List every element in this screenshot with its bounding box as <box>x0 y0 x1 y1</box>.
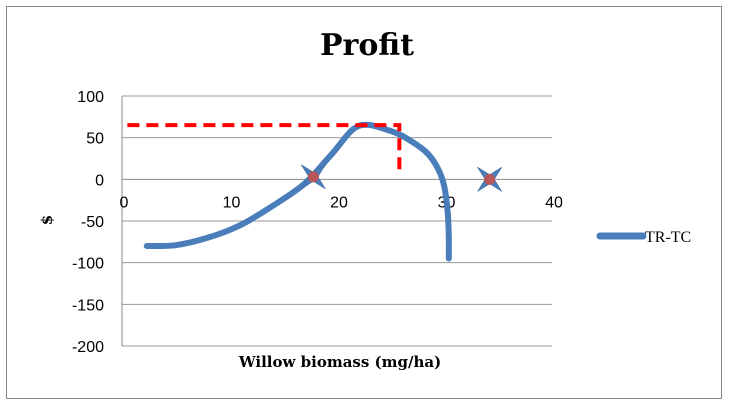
y-tick-labels: 100 50 0 -50 -100 -150 -200 <box>72 89 104 356</box>
x-tick-label: 0 <box>120 194 129 211</box>
gridlines <box>121 95 552 347</box>
red-dashed-profit-line <box>127 123 402 171</box>
y-tick-label: 0 <box>95 172 104 189</box>
y-axis-label: $ <box>38 215 56 225</box>
series-line-tr-tc <box>143 121 452 262</box>
series-layer <box>143 121 452 262</box>
star-marker-icon <box>477 167 502 192</box>
y-tick-label: -100 <box>72 256 104 273</box>
x-tick-label: 10 <box>223 194 241 211</box>
annotations-layer <box>127 123 502 192</box>
y-tick-label: -200 <box>72 339 104 356</box>
y-tick-label: -150 <box>72 297 104 314</box>
legend: TR-TC <box>596 229 691 246</box>
star-marker-icon <box>301 164 326 190</box>
y-tick-label: 100 <box>77 89 104 106</box>
legend-label: TR-TC <box>645 229 691 246</box>
x-tick-label: 40 <box>545 194 563 211</box>
x-axis-label: Willow biomass (mg/ha) <box>238 353 441 371</box>
x-tick-labels: 0 10 20 30 40 <box>120 194 563 211</box>
x-tick-label: 20 <box>330 194 348 211</box>
chart-frame <box>6 6 722 399</box>
y-tick-label: 50 <box>86 131 104 148</box>
y-tick-label: -50 <box>81 214 104 231</box>
chart-title: Profit <box>320 28 414 63</box>
